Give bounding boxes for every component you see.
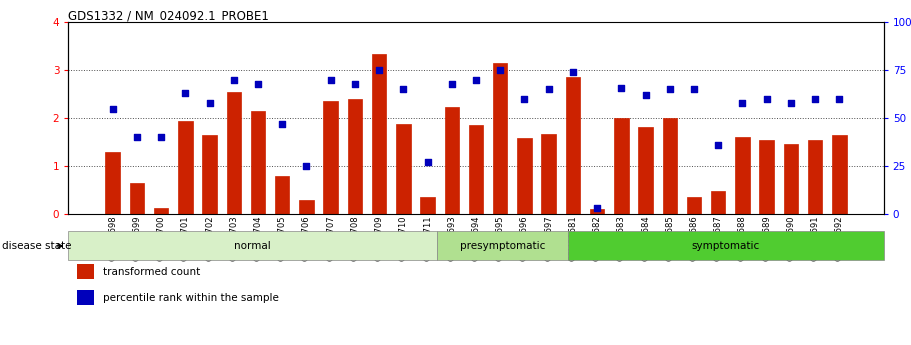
Point (517, 96, 532, 102)
Point (445, 81, 459, 87)
Text: GDS1332 / NM_024092.1_PROBE1: GDS1332 / NM_024092.1_PROBE1 (68, 9, 269, 22)
Bar (832, 135, 846, 214)
Bar (202, 135, 217, 214)
Point (541, 87, 556, 92)
Point (323, 77, 338, 82)
Bar (348, 99, 363, 214)
Point (566, 69, 580, 75)
Bar (568, 231, 884, 260)
Point (129, 135, 144, 140)
Bar (436, 231, 568, 260)
Point (808, 96, 823, 102)
Point (687, 87, 701, 92)
Bar (662, 118, 677, 214)
Point (493, 68, 507, 73)
Bar (687, 197, 701, 214)
Point (735, 100, 750, 106)
Bar (469, 125, 483, 214)
Bar (323, 101, 338, 214)
Bar (541, 134, 556, 214)
Bar (614, 118, 629, 214)
Text: normal: normal (234, 241, 271, 251)
Point (178, 90, 192, 96)
Bar (711, 191, 725, 214)
Point (299, 163, 313, 169)
Point (420, 159, 435, 165)
Bar (566, 78, 580, 214)
Point (662, 87, 677, 92)
Bar (760, 140, 774, 214)
Point (227, 77, 241, 82)
Bar (372, 53, 386, 214)
Point (202, 100, 217, 106)
Bar (77, 290, 94, 305)
Bar (106, 152, 120, 214)
Point (251, 81, 265, 87)
Point (711, 142, 725, 148)
Text: presymptomatic: presymptomatic (460, 241, 545, 251)
Bar (639, 127, 653, 214)
Bar (251, 111, 265, 214)
Point (275, 121, 290, 127)
Bar (68, 231, 436, 260)
Point (468, 77, 483, 82)
Point (348, 81, 363, 87)
Point (832, 96, 846, 102)
Point (760, 96, 774, 102)
Point (154, 135, 169, 140)
Text: disease state: disease state (2, 241, 71, 251)
Bar (154, 208, 169, 214)
Bar (129, 183, 144, 214)
Point (396, 87, 411, 92)
Bar (396, 125, 411, 214)
Bar (517, 138, 532, 214)
Bar (735, 137, 750, 214)
Bar (178, 120, 192, 214)
Point (639, 92, 653, 98)
Point (589, 205, 604, 211)
Bar (589, 209, 604, 214)
Bar (808, 140, 823, 214)
Bar (275, 176, 290, 214)
Text: symptomatic: symptomatic (691, 241, 760, 251)
Point (783, 100, 798, 106)
Text: percentile rank within the sample: percentile rank within the sample (103, 293, 279, 303)
Bar (783, 145, 798, 214)
Bar (299, 200, 313, 214)
Bar (493, 63, 507, 214)
Point (106, 106, 120, 111)
Text: transformed count: transformed count (103, 267, 200, 277)
Bar (420, 197, 435, 214)
Bar (445, 107, 459, 214)
Point (614, 85, 629, 90)
Point (372, 68, 386, 73)
Bar (227, 92, 241, 214)
Bar (77, 264, 94, 279)
